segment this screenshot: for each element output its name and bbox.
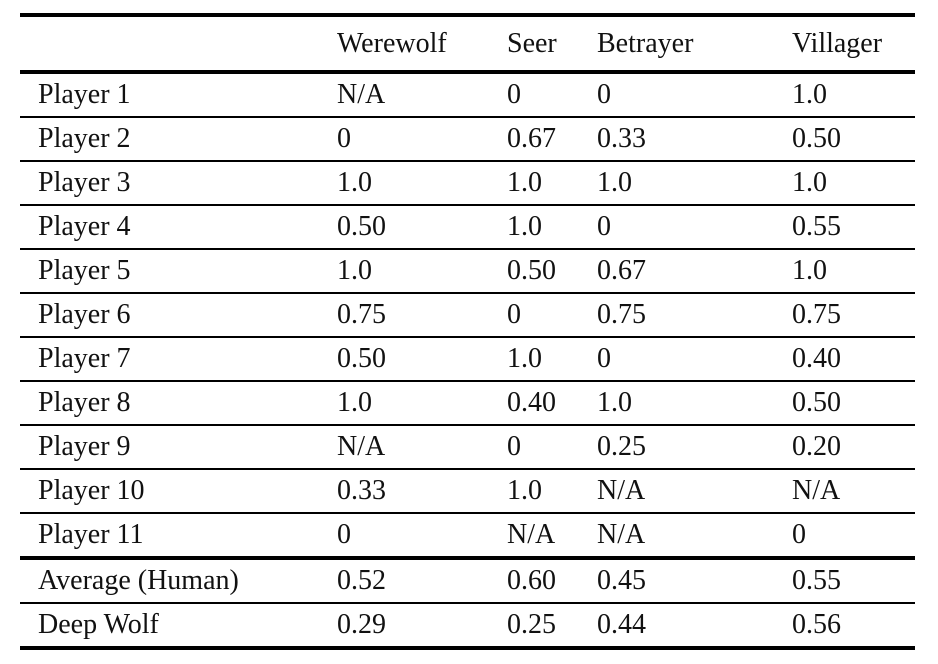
score-cell: 0.50 xyxy=(792,116,915,161)
row-label: Player 4 xyxy=(20,204,337,249)
score-cell: 0 xyxy=(507,79,521,110)
table-row: Player 4 0.50 1.0 0 0.55 xyxy=(20,204,915,249)
score-cell: 1.0 xyxy=(507,160,597,205)
score-cell: 1.0 xyxy=(792,160,915,205)
score-cell: N/A xyxy=(337,79,386,110)
score-cell: 0.50 xyxy=(507,248,597,293)
score-cell: 0 xyxy=(597,79,611,110)
row-label: Average (Human) xyxy=(20,556,337,603)
score-cell: 1.0 xyxy=(597,380,792,425)
score-cell: 1.0 xyxy=(337,248,507,293)
score-cell: 0.40 xyxy=(792,336,915,381)
score-cell: 0.67 xyxy=(507,116,597,161)
score-cell: N/A xyxy=(597,512,792,558)
row-label: Player 7 xyxy=(20,336,337,381)
score-cell: 0.44 xyxy=(597,602,792,648)
row-label: Player 1 xyxy=(38,79,131,110)
table-row: Player 8 1.0 0.40 1.0 0.50 xyxy=(20,380,915,425)
score-cell: 0 xyxy=(792,512,915,558)
score-cell: N/A xyxy=(597,468,792,513)
table-row: Player 6 0.75 0 0.75 0.75 xyxy=(20,292,915,337)
score-cell: 1.0 xyxy=(792,79,827,110)
score-cell: 0.33 xyxy=(597,116,792,161)
table-row: Player 10 0.33 1.0 N/A N/A xyxy=(20,468,915,513)
score-cell: 1.0 xyxy=(792,248,915,293)
score-cell: 0.50 xyxy=(337,204,507,249)
column-header: Villager xyxy=(792,15,915,74)
table-row: Player 3 1.0 1.0 1.0 1.0 xyxy=(20,160,915,205)
column-header: Betrayer xyxy=(597,15,792,74)
score-cell: N/A xyxy=(792,468,915,513)
score-cell: 0.45 xyxy=(597,556,792,603)
score-cell: 0 xyxy=(597,336,792,381)
score-cell: 0.40 xyxy=(507,380,597,425)
table-row: Player 7 0.50 1.0 0 0.40 xyxy=(20,336,915,381)
score-cell: 0.33 xyxy=(337,468,507,513)
column-header: Seer xyxy=(507,15,597,74)
score-cell: 0.25 xyxy=(597,424,792,469)
score-cell: N/A xyxy=(507,512,597,558)
row-label: Player 6 xyxy=(20,292,337,337)
score-cell: 0 xyxy=(337,116,507,161)
row-label: Player 9 xyxy=(20,424,337,469)
score-cell: 0 xyxy=(337,512,507,558)
score-cell: 0.75 xyxy=(792,292,915,337)
table-row: Player 11 0 N/A N/A 0 xyxy=(20,512,915,558)
table-row: Player 5 1.0 0.50 0.67 1.0 xyxy=(20,248,915,293)
table-row: Average (Human) 0.52 0.60 0.45 0.55 xyxy=(20,556,915,603)
score-cell: 0.67 xyxy=(597,248,792,293)
score-cell: 1.0 xyxy=(337,160,507,205)
score-cell: 0.20 xyxy=(792,424,915,469)
score-cell: 1.0 xyxy=(507,468,597,513)
column-header: Werewolf xyxy=(337,15,507,74)
table-row: Player 2 0 0.67 0.33 0.50 xyxy=(20,116,915,161)
score-cell: 1.0 xyxy=(597,160,792,205)
score-cell: 0.50 xyxy=(792,380,915,425)
score-cell: 0.25 xyxy=(507,602,597,648)
table-row: Player 1 N/A 0 0 1.0 xyxy=(20,72,915,117)
score-cell: 0.55 xyxy=(792,556,915,603)
row-label: Player 11 xyxy=(20,512,337,558)
score-cell: 0.60 xyxy=(507,556,597,603)
results-table: Werewolf Seer Betrayer Villager Player 1 N/A… xyxy=(20,13,915,650)
score-cell: 0.55 xyxy=(792,204,915,249)
score-cell: 1.0 xyxy=(507,204,597,249)
score-cell: 0.75 xyxy=(337,292,507,337)
table-row: Player 9 N/A 0 0.25 0.20 xyxy=(20,424,915,469)
header-row: Werewolf Seer Betrayer Villager xyxy=(20,15,915,74)
score-cell: 1.0 xyxy=(507,336,597,381)
row-label: Player 8 xyxy=(20,380,337,425)
score-cell: 0.56 xyxy=(792,602,915,648)
row-label: Player 3 xyxy=(20,160,337,205)
row-label: Player 5 xyxy=(20,248,337,293)
score-cell: 0 xyxy=(507,292,597,337)
score-cell: 0.52 xyxy=(337,556,507,603)
score-cell: 0.29 xyxy=(337,602,507,648)
score-cell: 1.0 xyxy=(337,380,507,425)
row-label: Player 10 xyxy=(20,468,337,513)
score-cell: 0.50 xyxy=(337,336,507,381)
table-body: Player 1 N/A 0 0 1.0 Player 2 0 0.67 0.33 0.50 Pla… xyxy=(20,72,915,648)
score-cell: 0 xyxy=(597,204,792,249)
score-cell: N/A xyxy=(337,424,507,469)
corner-cell xyxy=(20,15,337,74)
row-label: Player 2 xyxy=(20,116,337,161)
score-cell: 0.75 xyxy=(597,292,792,337)
score-cell: 0 xyxy=(507,424,597,469)
table-row: Deep Wolf 0.29 0.25 0.44 0.56 xyxy=(20,602,915,648)
row-label: Deep Wolf xyxy=(20,602,337,648)
